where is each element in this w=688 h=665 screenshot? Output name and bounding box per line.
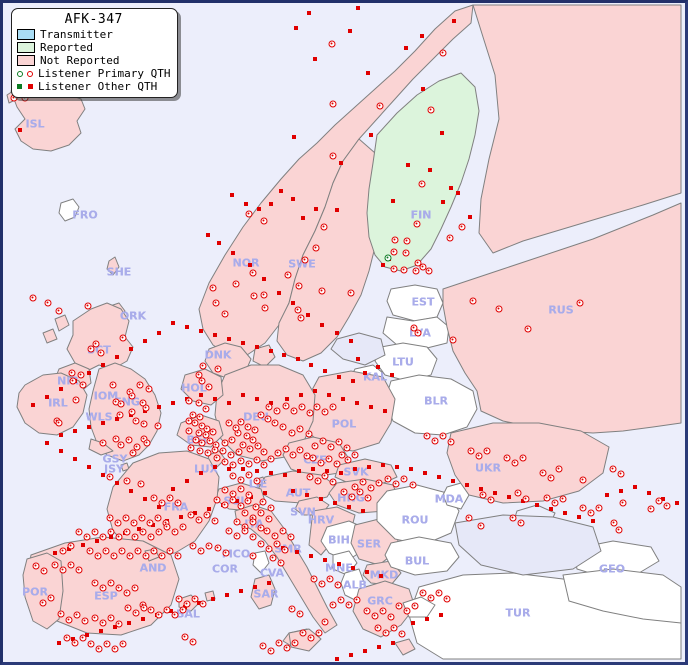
legend-item-reported[interactable]: Reported bbox=[17, 41, 170, 54]
green-square-icon bbox=[17, 84, 22, 89]
legend-label-reported: Reported bbox=[40, 41, 93, 54]
legend-item-listener-primary-qth[interactable]: Listener Primary QTH bbox=[17, 67, 170, 80]
red-square-icon bbox=[28, 84, 33, 89]
legend-label-not-reported: Not Reported bbox=[40, 54, 120, 67]
legend-item-listener-other-qth[interactable]: Listener Other QTH bbox=[17, 80, 170, 93]
not-reported-swatch bbox=[17, 55, 35, 66]
reported-swatch bbox=[17, 42, 35, 53]
legend-label-listener-primary-qth: Listener Primary QTH bbox=[38, 67, 171, 80]
green-circle-icon bbox=[17, 70, 23, 77]
map-legend[interactable]: AFK-347 Transmitter Reported Not Reporte… bbox=[11, 8, 179, 98]
legend-label-transmitter: Transmitter bbox=[40, 28, 113, 41]
legend-item-transmitter[interactable]: Transmitter bbox=[17, 28, 170, 41]
primary-qth-symbols bbox=[17, 70, 33, 77]
legend-label-listener-other-qth: Listener Other QTH bbox=[38, 80, 158, 93]
map-geometry bbox=[3, 3, 685, 662]
red-circle-icon bbox=[27, 70, 33, 77]
transmitter-swatch bbox=[17, 29, 35, 40]
country-shapes bbox=[6, 4, 682, 660]
other-qth-symbols bbox=[17, 84, 33, 89]
legend-title: AFK-347 bbox=[64, 12, 123, 27]
legend-item-not-reported[interactable]: Not Reported bbox=[17, 54, 170, 67]
